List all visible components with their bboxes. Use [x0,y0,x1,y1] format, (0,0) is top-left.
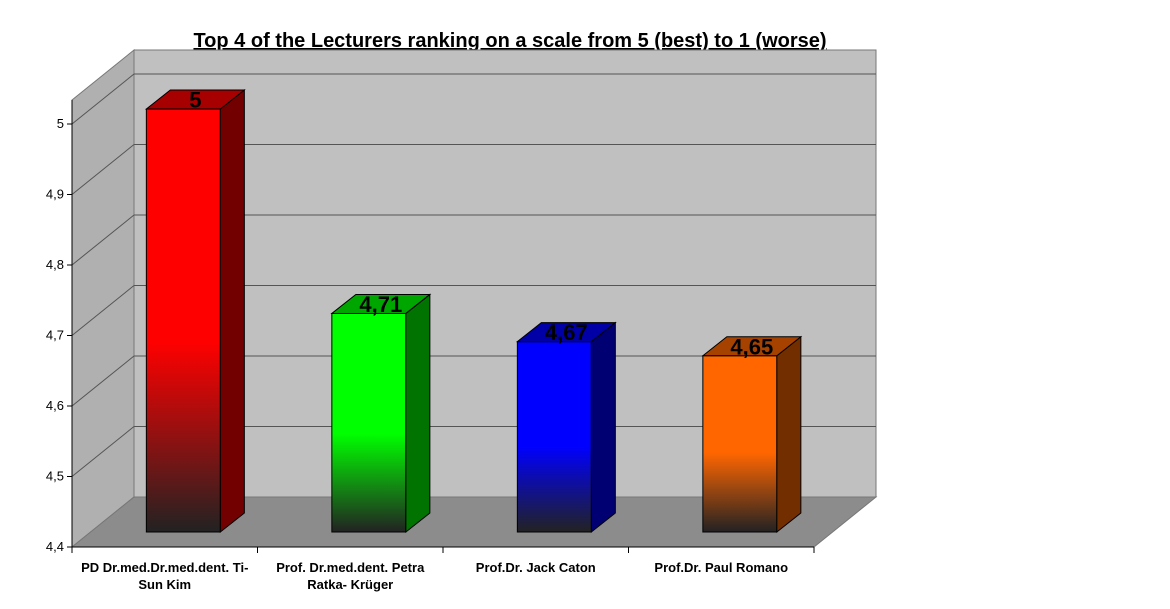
bar [515,321,617,534]
bar-side-shade [405,294,430,532]
y-tick-label: 4,8 [46,257,64,272]
bar [701,335,803,534]
bar-side-shade [220,90,245,532]
y-tick-label: 4,7 [46,328,64,343]
data-label: 4,65 [730,334,773,359]
bar-top [515,322,617,343]
gridline [71,426,135,477]
bar-top [330,293,432,314]
y-tick-label: 4,5 [46,469,64,484]
gridline [71,73,135,125]
bar [144,88,246,534]
y-tick-label: 4,6 [46,398,64,413]
gridline [71,214,135,266]
gridline [71,144,135,195]
x-category-label: Prof.Dr. Jack Caton [476,560,596,575]
chart-title: Top 4 of the Lecturers ranking on a scal… [193,30,827,52]
gridline [71,355,135,407]
bar-top-shade [146,90,245,109]
y-tick-label: 5 [57,116,64,131]
bar-front [702,355,778,533]
bar-top-shade [702,336,801,356]
bar-front [145,108,221,533]
data-label: 4,71 [359,292,402,317]
bars [144,88,803,534]
bar-front [331,312,407,533]
bar-top [144,89,246,110]
bar-front [516,341,592,533]
side-wall [71,48,135,549]
data-label: 5 [189,88,201,113]
bar-top [701,336,803,357]
x-category-label: Prof. Dr.med.dent. Petra Ratka- Krüger [276,560,425,592]
data-label: 4,67 [545,320,588,345]
bar-side-shade [591,322,616,532]
bar-top-shade [331,294,430,314]
x-category-label: PD Dr.med.Dr.med.dent. Ti-Sun Kim [81,560,248,592]
bar-side-shade [776,336,801,532]
gridline [71,285,135,336]
x-category-label: Prof.Dr. Paul Romano [654,560,788,575]
bar-top-shade [517,322,616,342]
axes: 4,4 4,5 4,6 4,7 4,8 4,9 5 PD Dr.med.Dr.med.dent… [46,100,815,592]
y-tick-label: 4,4 [46,539,64,554]
data-labels: 5 4,71 4,67 4,65 [189,88,773,360]
bar [330,293,432,534]
chart-walls [70,48,878,549]
y-tick-label: 4,9 [46,187,64,202]
